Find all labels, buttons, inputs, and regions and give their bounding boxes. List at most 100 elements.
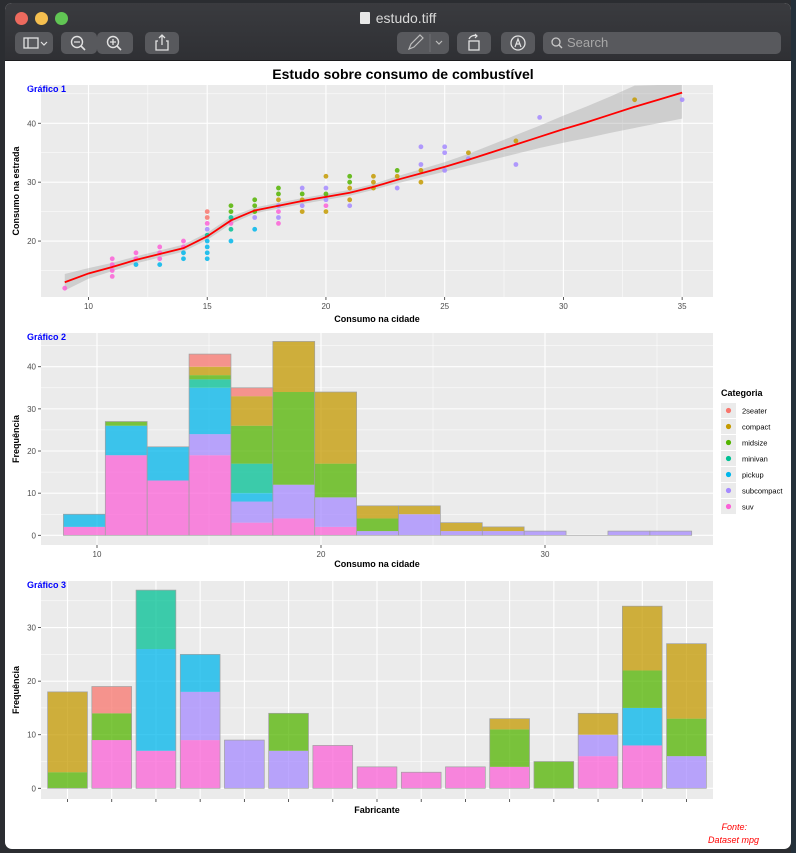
histogram-bar <box>440 522 483 532</box>
histogram-bin-outline <box>314 391 357 536</box>
histogram-bar <box>398 505 441 515</box>
source-caption-line2: Dataset mpg <box>708 835 759 845</box>
y-axis-label-1: Consumo na estrada <box>11 146 21 236</box>
histogram-bar <box>482 531 525 536</box>
bar-outline <box>356 766 398 789</box>
document-icon <box>359 12 370 24</box>
y-tick-label: 20 <box>27 237 36 246</box>
bar-segment <box>578 734 618 757</box>
legend-label: midsize <box>742 439 767 448</box>
panel-label-2: Gráfico 2 <box>27 332 66 342</box>
search-field[interactable]: Search <box>543 32 781 54</box>
histogram-bin-outline <box>523 530 567 536</box>
bar-segment <box>136 649 176 751</box>
bar-segment <box>666 718 707 757</box>
scatter-point <box>418 144 424 150</box>
bar-segment <box>489 718 530 730</box>
scatter-point <box>252 197 258 203</box>
histogram-bar <box>314 392 357 464</box>
scatter-point <box>109 273 115 279</box>
scatter-point <box>157 256 163 262</box>
sidebar-toggle-button[interactable] <box>15 32 53 54</box>
bar-outline <box>268 712 309 789</box>
legend-key <box>725 423 732 430</box>
histogram-bar <box>314 497 357 527</box>
markup-pen-icon <box>407 34 443 52</box>
scatter-point <box>252 215 258 220</box>
scatter-point <box>276 209 281 215</box>
scatter-point <box>133 262 139 268</box>
histogram-bar <box>189 455 231 536</box>
scatter-point <box>299 185 305 191</box>
rotate-button[interactable] <box>457 32 491 54</box>
annotate-button[interactable] <box>501 32 535 54</box>
scatter-point <box>323 203 329 209</box>
bar-segment <box>312 745 353 789</box>
histogram-bar <box>356 531 399 536</box>
panel-background-1 <box>41 85 713 297</box>
zoom-in-icon <box>106 35 122 51</box>
histogram-bar <box>440 531 483 536</box>
bar-segment <box>401 772 442 789</box>
scatter-point <box>157 244 163 250</box>
histogram-bar <box>230 463 273 494</box>
scatter-point <box>62 285 68 291</box>
desktop-background <box>791 0 796 853</box>
bar-segment <box>622 745 663 789</box>
x-tick-label: 15 <box>203 302 212 311</box>
y-tick-label: 0 <box>32 784 37 793</box>
window-title: estudo.tiff <box>5 10 791 26</box>
close-button[interactable] <box>15 12 28 25</box>
bar-outline <box>47 691 88 789</box>
scatter-point <box>228 203 234 209</box>
histogram-bar <box>356 505 399 519</box>
figure-title: Estudo sobre consumo de combustível <box>272 66 533 82</box>
histogram-bar <box>230 501 273 523</box>
window-title-text: estudo.tiff <box>375 10 437 26</box>
scatter-point <box>204 226 210 232</box>
zoom-button[interactable] <box>55 12 68 25</box>
scatter-point <box>371 179 376 185</box>
scatter-point <box>276 191 281 197</box>
x-tick-label: 20 <box>321 302 330 311</box>
scatter-point <box>418 162 424 167</box>
y-axis-label-2: Frequência <box>11 414 21 463</box>
search-icon <box>551 32 563 61</box>
bar-outline <box>312 745 354 789</box>
histogram-bar <box>482 526 525 532</box>
share-button[interactable] <box>145 32 179 54</box>
bar-outline <box>400 771 442 789</box>
legend-label: minivan <box>742 455 768 464</box>
scatter-point <box>632 97 638 103</box>
zoom-in-button[interactable] <box>97 32 133 54</box>
legend-label: suv <box>742 503 754 512</box>
scatter-point <box>323 209 329 215</box>
scatter-point <box>204 209 210 215</box>
scatter-point <box>276 197 281 203</box>
scatter-point <box>181 238 186 244</box>
histogram-bar <box>314 463 357 498</box>
bar-segment <box>91 686 132 714</box>
minimize-button[interactable] <box>35 12 48 25</box>
scatter-point <box>133 250 139 256</box>
bar-outline <box>533 761 575 789</box>
scatter-point <box>323 185 329 191</box>
scatter-point <box>181 256 186 262</box>
bar-outline <box>445 766 486 789</box>
panel-label-3: Gráfico 3 <box>27 580 66 590</box>
y-tick-label: 30 <box>27 624 36 633</box>
legend-key <box>725 487 732 494</box>
scatter-point <box>394 185 400 191</box>
x-tick-label: 30 <box>541 550 550 559</box>
markup-button[interactable] <box>397 32 449 54</box>
legend-label: 2seater <box>742 407 768 416</box>
bar-segment <box>268 713 309 751</box>
histogram-bar <box>524 531 567 536</box>
y-tick-label: 40 <box>27 363 36 372</box>
bar-outline <box>91 686 132 789</box>
y-tick-label: 20 <box>27 677 36 686</box>
scatter-point <box>323 197 329 203</box>
zoom-out-button[interactable] <box>61 32 97 54</box>
bar-segment <box>578 756 618 789</box>
scatter-point <box>323 191 329 197</box>
